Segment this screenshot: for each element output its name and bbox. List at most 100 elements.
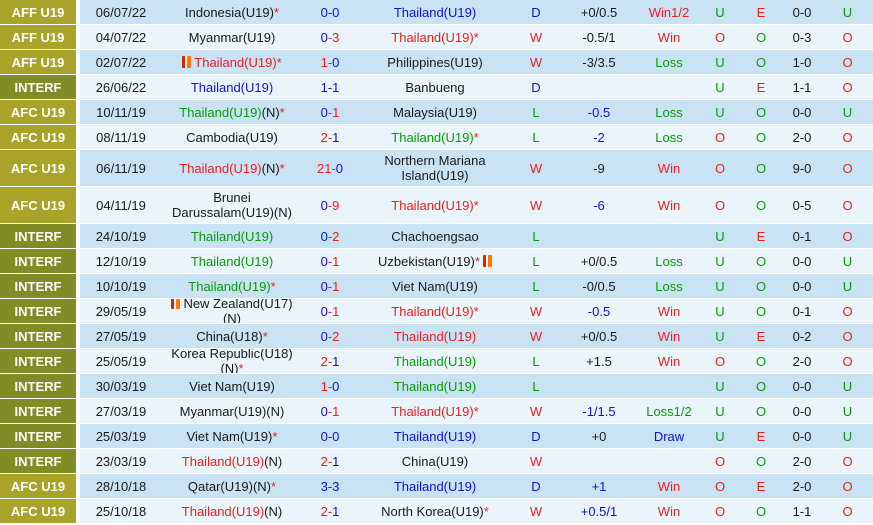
result-letter: D bbox=[512, 0, 560, 24]
result-letter: L bbox=[512, 274, 560, 298]
score-separator: - bbox=[327, 129, 333, 145]
home-score: 0 bbox=[320, 4, 328, 20]
away-score: 1 bbox=[332, 278, 340, 294]
match-row[interactable]: INTERF 25/03/19 Viet Nam(U19)* 0-0 Thailand(… bbox=[0, 424, 873, 449]
over-under-1-text: O bbox=[714, 197, 726, 213]
home-score: 0 bbox=[320, 253, 328, 269]
match-row[interactable]: INTERF 23/03/19 Thailand(U19)(N) 2-1 China(U… bbox=[0, 449, 873, 474]
match-row[interactable]: INTERF 25/05/19 Korea Republic(U18)(N)* 2-1… bbox=[0, 349, 873, 374]
away-score: 1 bbox=[332, 104, 340, 120]
halftime-score-text: 0-0 bbox=[792, 428, 812, 444]
halftime-score: 2-0 bbox=[782, 125, 822, 149]
handicap-result: Win bbox=[638, 474, 700, 498]
result-letter-text: L bbox=[532, 104, 540, 120]
match-row[interactable]: AFF U19 04/07/22 Myanmar(U19) 0-3 Thailand(U… bbox=[0, 25, 873, 50]
competition-label: AFC U19 bbox=[10, 129, 66, 145]
score-separator: - bbox=[327, 478, 333, 494]
result-letter-text: L bbox=[532, 228, 540, 244]
over-under-2-text: O bbox=[842, 228, 853, 244]
match-row[interactable]: INTERF 30/03/19 Viet Nam(U19) 1-0 Thailand(U… bbox=[0, 374, 873, 399]
column-separator bbox=[76, 499, 80, 523]
competition-label: AFC U19 bbox=[10, 104, 66, 120]
over-under-2: U bbox=[822, 399, 873, 423]
handicap-value: +0/0.5 bbox=[560, 249, 638, 273]
away-team: Thailand(U19) bbox=[358, 374, 512, 398]
home-score: 0 bbox=[320, 104, 328, 120]
handicap-text: -0.5 bbox=[587, 104, 611, 120]
competition-label: INTERF bbox=[14, 428, 62, 444]
match-date-text: 10/10/19 bbox=[95, 278, 147, 294]
even-odd: O bbox=[740, 399, 782, 423]
over-under-2: O bbox=[822, 150, 873, 186]
match-score: 0-2 bbox=[302, 324, 358, 348]
away-score: 1 bbox=[332, 129, 340, 145]
match-score: 3-3 bbox=[302, 474, 358, 498]
match-date: 08/11/19 bbox=[80, 125, 162, 149]
handicap-result-text: Win bbox=[657, 328, 681, 344]
team-name-segment: Thailand(U19) bbox=[181, 453, 265, 469]
match-row[interactable]: AFC U19 25/10/18 Thailand(U19)(N) 2-1 North … bbox=[0, 499, 873, 524]
over-under-1-text: U bbox=[715, 403, 725, 419]
away-team-text: Viet Nam(U19) bbox=[392, 279, 478, 294]
competition-cell: AFC U19 bbox=[0, 100, 76, 124]
match-row[interactable]: AFF U19 06/07/22 Indonesia(U19)* 0-0 Thailan… bbox=[0, 0, 873, 25]
match-row[interactable]: INTERF 10/10/19 Thailand(U19)* 0-1 Viet Nam(… bbox=[0, 274, 873, 299]
away-team: Thailand(U19) bbox=[358, 324, 512, 348]
over-under-2: O bbox=[822, 25, 873, 49]
team-name-segment: (N) bbox=[264, 453, 283, 469]
match-row[interactable]: INTERF 27/03/19 Myanmar(U19)(N) 0-1 Thailand… bbox=[0, 399, 873, 424]
away-score: 1 bbox=[332, 403, 340, 419]
over-under-2-text: U bbox=[842, 253, 853, 269]
home-team-text: Cambodia(U19) bbox=[186, 130, 278, 145]
match-date: 29/05/19 bbox=[80, 299, 162, 323]
match-row[interactable]: INTERF 12/10/19 Thailand(U19) 0-1 Uzbekistan… bbox=[0, 249, 873, 274]
match-date-text: 08/11/19 bbox=[96, 129, 146, 145]
match-date: 04/07/22 bbox=[80, 25, 162, 49]
over-under-1: O bbox=[700, 499, 740, 523]
match-date: 02/07/22 bbox=[80, 50, 162, 74]
away-team-text: Thailand(U19) bbox=[394, 329, 476, 344]
over-under-2: O bbox=[822, 75, 873, 99]
match-row[interactable]: INTERF 24/10/19 Thailand(U19) 0-2 Chachoengs… bbox=[0, 224, 873, 249]
even-odd: O bbox=[740, 449, 782, 473]
match-row[interactable]: AFC U19 08/11/19 Cambodia(U19) 2-1 Thailand(… bbox=[0, 125, 873, 150]
match-row[interactable]: AFC U19 06/11/19 Thailand(U19)(N)* 21-0 Nort… bbox=[0, 150, 873, 187]
match-row[interactable]: AFF U19 02/07/22 Thailand(U19)* 1-0 Philippi… bbox=[0, 50, 873, 75]
match-score: 2-1 bbox=[302, 349, 358, 373]
home-team-text: Myanmar(U19) bbox=[189, 30, 276, 45]
team-name-segment: China(U19) bbox=[401, 453, 469, 469]
score-separator: - bbox=[327, 353, 333, 369]
handicap-text: +0/0.5 bbox=[580, 328, 618, 344]
match-row[interactable]: INTERF 27/05/19 China(U18)* 0-2 Thailand(U19… bbox=[0, 324, 873, 349]
even-odd: O bbox=[740, 100, 782, 124]
away-team-text: Thailand(U19)* bbox=[391, 198, 478, 213]
over-under-1: U bbox=[700, 224, 740, 248]
home-team: Viet Nam(U19)* bbox=[162, 424, 302, 448]
handicap-result: Win bbox=[638, 25, 700, 49]
match-date: 25/05/19 bbox=[80, 349, 162, 373]
away-score: 0 bbox=[332, 378, 340, 394]
even-odd-text: O bbox=[755, 253, 767, 269]
team-flag-icon bbox=[182, 55, 192, 68]
match-date: 27/03/19 bbox=[80, 399, 162, 423]
team-name-segment: Thailand(U19) bbox=[179, 160, 262, 176]
match-row[interactable]: AFC U19 04/11/19 Brunei Darussalam(U19)(N)… bbox=[0, 187, 873, 224]
handicap-value: +0.5/1 bbox=[560, 499, 638, 523]
team-name-segment: Thailand(U19)* bbox=[391, 197, 479, 213]
match-row[interactable]: AFC U19 28/10/18 Qatar(U19)(N)* 3-3 Thailand… bbox=[0, 474, 873, 499]
handicap-text: +1 bbox=[591, 478, 607, 494]
match-row[interactable]: INTERF 26/06/22 Thailand(U19) 1-1 Banbueng D U… bbox=[0, 75, 873, 100]
over-under-2: U bbox=[822, 249, 873, 273]
match-row[interactable]: INTERF 29/05/19 New Zealand(U17)(N) 0-1 Thai… bbox=[0, 299, 873, 324]
handicap-result bbox=[638, 374, 700, 398]
column-separator bbox=[76, 274, 80, 298]
handicap-result-text: Draw bbox=[653, 428, 685, 444]
halftime-score: 0-0 bbox=[782, 100, 822, 124]
match-row[interactable]: AFC U19 10/11/19 Thailand(U19)(N)* 0-1 Malay… bbox=[0, 100, 873, 125]
halftime-score-text: 0-0 bbox=[792, 278, 812, 294]
team-name-segment: Viet Nam(U19) bbox=[392, 278, 478, 294]
away-team-text: Thailand(U19) bbox=[394, 479, 476, 494]
even-odd-text: O bbox=[755, 503, 767, 519]
home-score: 1 bbox=[320, 378, 328, 394]
